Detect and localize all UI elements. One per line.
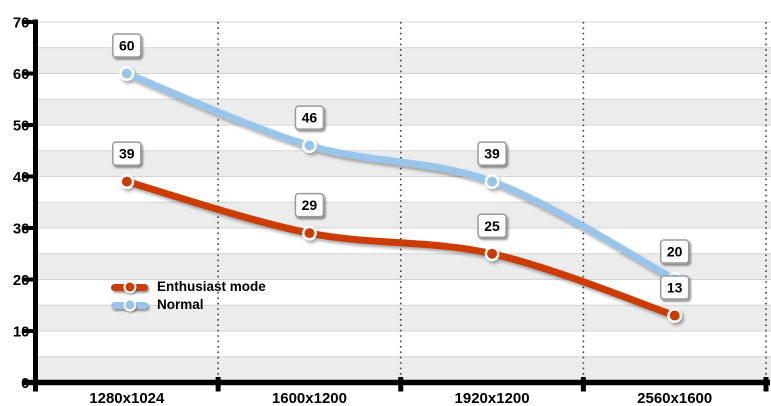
x-category-label: 1280x1024 — [89, 390, 165, 406]
data-labels: 39 29 25 13 60 46 39 20 — [112, 33, 690, 300]
y-tick-label: 50 — [13, 118, 30, 135]
data-label-box — [294, 192, 325, 218]
data-label-value: 29 — [302, 197, 318, 213]
data-label: 13 — [659, 275, 690, 300]
data-label-box — [659, 275, 690, 300]
plot-band — [35, 202, 771, 228]
data-point-marker — [667, 308, 683, 323]
data-label-value: 39 — [484, 146, 500, 162]
x-category-label: 1600x1200 — [272, 390, 347, 406]
data-point-marker — [302, 225, 317, 241]
plot-band — [35, 125, 771, 151]
x-category-label: 1920x1200 — [455, 390, 530, 406]
data-label-value: 13 — [667, 280, 683, 296]
legend-line-marker-icon — [111, 280, 148, 294]
plot-band — [35, 99, 771, 125]
data-point-marker — [302, 138, 317, 154]
data-label: 39 — [112, 141, 142, 166]
data-point-marker — [484, 246, 500, 262]
chart-legend: Enthusiast mode Normal — [111, 280, 266, 312]
series-path — [123, 70, 679, 283]
series-path — [123, 178, 679, 320]
data-label-box — [112, 33, 142, 58]
data-label-box — [477, 213, 507, 238]
data-label: 60 — [112, 33, 142, 58]
legend-point-icon — [123, 298, 136, 312]
legend-label: Normal — [157, 297, 204, 313]
tick-labels: 0 10 20 30 40 50 60 70 1280x1024 1600x1200 1920x12… — [13, 15, 712, 406]
data-label: 46 — [294, 105, 325, 130]
dotted-vertical-gridlines — [217, 22, 767, 383]
data-label-box — [659, 239, 690, 264]
axes — [23, 19, 770, 392]
data-label-value: 20 — [667, 244, 683, 260]
y-tick-label: 70 — [13, 15, 30, 32]
legend-label: Enthusiast mode — [157, 279, 266, 295]
y-tick-label: 10 — [13, 324, 30, 341]
data-label: 25 — [477, 213, 507, 238]
data-label-box — [477, 141, 507, 166]
plot-band — [35, 47, 771, 74]
series-line-enthusiast-mode — [119, 174, 683, 323]
data-point-marker — [119, 174, 135, 190]
data-label: 29 — [294, 192, 325, 218]
plot-band — [35, 22, 771, 48]
y-tick-label: 0 — [21, 375, 29, 392]
data-label: 39 — [477, 141, 507, 166]
plot-band — [35, 331, 771, 357]
data-label-value: 46 — [302, 110, 318, 126]
legend-line-marker-icon — [111, 298, 148, 312]
legend-item-normal: Normal — [111, 298, 266, 312]
data-label-value: 39 — [119, 146, 135, 162]
legend-point-icon — [123, 280, 136, 294]
y-tick-label: 30 — [13, 221, 30, 238]
data-label-box — [112, 141, 142, 166]
plot-band — [35, 73, 771, 100]
data-point-marker — [484, 174, 500, 190]
data-label-value: 25 — [484, 218, 500, 234]
plot-bands — [35, 22, 771, 383]
data-label: 20 — [659, 239, 690, 264]
data-label-value: 60 — [119, 38, 135, 54]
plot-band — [35, 279, 771, 306]
y-tick-label: 60 — [13, 66, 30, 83]
x-category-label: 2560x1600 — [637, 390, 712, 406]
y-tick-label: 20 — [13, 272, 30, 289]
data-point-marker — [119, 66, 135, 81]
legend-item-enthusiast-mode: Enthusiast mode — [111, 280, 266, 294]
data-label-box — [294, 105, 325, 130]
y-tick-label: 40 — [13, 169, 30, 186]
